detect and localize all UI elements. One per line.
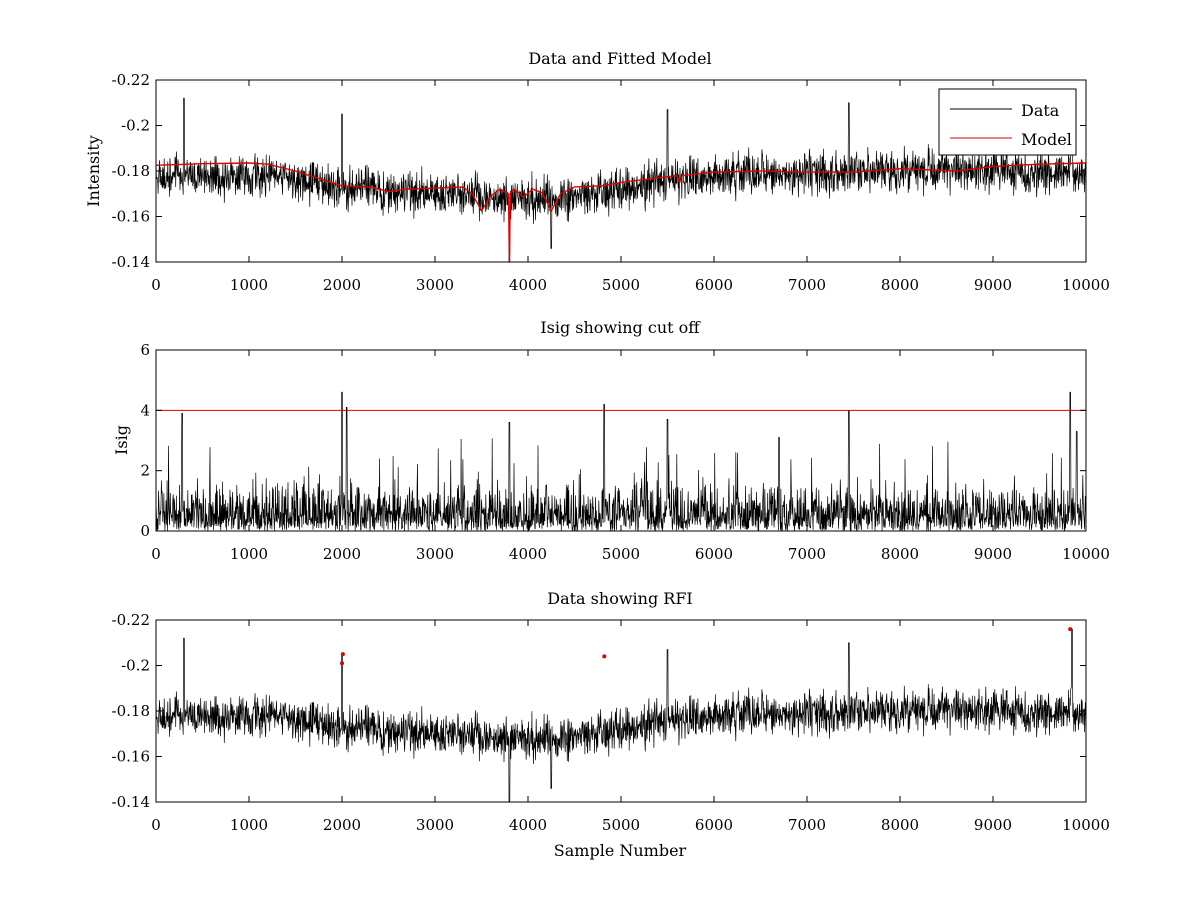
- panel-3-plot-area: [155, 627, 1087, 803]
- x-tick-label: 1000: [230, 276, 268, 294]
- x-tick-label: 0: [151, 276, 161, 294]
- x-tick-label: 4000: [509, 816, 547, 834]
- y-tick-label: -0.22: [112, 71, 150, 89]
- panel-rfi: Data showing RFI Sample Number 0 1000 2000…: [112, 589, 1110, 860]
- panel-1-plot-area: [155, 88, 1087, 263]
- x-tick-label: 10000: [1062, 816, 1110, 834]
- x-tick-label: 9000: [974, 276, 1012, 294]
- panel-1-axes-frame: [155, 79, 1087, 263]
- y-tick-label: -0.14: [112, 793, 150, 811]
- panel-3-title: Data showing RFI: [547, 589, 692, 608]
- panel-1-ylabel: Intensity: [84, 135, 103, 207]
- x-tick-label: 3000: [416, 816, 454, 834]
- y-tick-label: -0.14: [112, 253, 150, 271]
- x-tick-label: 4000: [509, 276, 547, 294]
- x-tick-label: 2000: [323, 276, 361, 294]
- panel-2-plot-area: [155, 391, 1087, 532]
- x-tick-label: 5000: [602, 276, 640, 294]
- series-data-line: [155, 628, 1087, 803]
- y-tick-label: -0.2: [121, 117, 150, 135]
- y-tick-label: -0.18: [112, 702, 150, 720]
- y-tick-label: -0.16: [112, 748, 150, 766]
- legend-data-label: Data: [1021, 101, 1060, 120]
- y-tick-label: 0: [140, 522, 150, 540]
- x-tick-label: 5000: [602, 545, 640, 563]
- x-tick-label: 3000: [416, 276, 454, 294]
- y-tick-label: 6: [140, 341, 150, 359]
- panel-3-ticks: 0 1000 2000 3000 4000 5000 6000 7000 8000 9000 100…: [112, 611, 1110, 834]
- rfi-point: [602, 654, 607, 659]
- y-tick-label: -0.16: [112, 208, 150, 226]
- x-tick-label: 7000: [788, 816, 826, 834]
- series-isig-line: [155, 391, 1087, 532]
- x-tick-label: 0: [151, 816, 161, 834]
- y-tick-label: -0.18: [112, 162, 150, 180]
- x-tick-label: 7000: [788, 545, 826, 563]
- x-tick-label: 6000: [695, 276, 733, 294]
- x-tick-label: 2000: [323, 816, 361, 834]
- x-tick-label: 3000: [416, 545, 454, 563]
- x-tick-label: 1000: [230, 545, 268, 563]
- panel-1-ticks: 0 1000 2000 3000 4000 5000 6000 7000 8000 9000 100…: [112, 71, 1110, 294]
- x-tick-label: 4000: [509, 545, 547, 563]
- panel-3-xlabel: Sample Number: [554, 841, 687, 860]
- series-model-line: [155, 162, 1087, 263]
- x-tick-label: 6000: [695, 816, 733, 834]
- panel-1-title: Data and Fitted Model: [528, 49, 711, 68]
- rfi-point: [340, 661, 344, 666]
- x-tick-label: 1000: [230, 816, 268, 834]
- legend-model-label: Model: [1021, 130, 1072, 149]
- x-tick-label: 9000: [974, 816, 1012, 834]
- rfi-point: [340, 652, 345, 657]
- x-tick-label: 10000: [1062, 545, 1110, 563]
- x-tick-label: 6000: [695, 545, 733, 563]
- x-tick-label: 2000: [323, 545, 361, 563]
- legend: Data Model: [938, 88, 1077, 156]
- series-data-line: [155, 88, 1087, 263]
- panel-2-title: Isig showing cut off: [540, 318, 701, 337]
- x-tick-label: 7000: [788, 276, 826, 294]
- x-tick-label: 10000: [1062, 276, 1110, 294]
- panel-3-axes-frame: [155, 619, 1087, 803]
- x-tick-label: 8000: [881, 816, 919, 834]
- y-tick-label: 2: [140, 462, 150, 480]
- panel-data-and-model: Data and Fitted Model Intensity 0 1000 200…: [84, 49, 1110, 294]
- x-tick-label: 9000: [974, 545, 1012, 563]
- y-tick-label: 4: [140, 401, 150, 419]
- rfi-point: [1068, 627, 1073, 632]
- x-tick-label: 8000: [881, 545, 919, 563]
- x-tick-label: 0: [151, 545, 161, 563]
- panel-isig: Isig showing cut off Isig 0 1000 2000 3000 4…: [112, 318, 1110, 563]
- x-tick-label: 5000: [602, 816, 640, 834]
- panel-2-ylabel: Isig: [112, 425, 131, 455]
- y-tick-label: -0.2: [121, 657, 150, 675]
- y-tick-label: -0.22: [112, 611, 150, 629]
- x-tick-label: 8000: [881, 276, 919, 294]
- legend-box: [938, 88, 1077, 156]
- panel-2-axes-frame: [155, 349, 1087, 532]
- panel-2-ticks: 0 1000 2000 3000 4000 5000 6000 7000 8000 9000 100…: [140, 341, 1109, 563]
